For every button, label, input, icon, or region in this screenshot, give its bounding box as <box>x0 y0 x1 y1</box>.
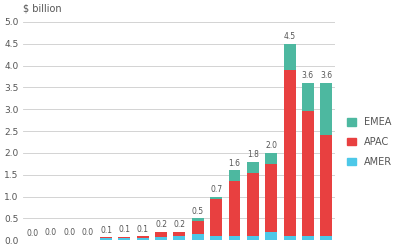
Bar <box>284 44 296 70</box>
Bar <box>118 238 130 240</box>
Text: 1.6: 1.6 <box>228 159 240 168</box>
Bar <box>265 164 277 232</box>
Bar <box>265 153 277 164</box>
Bar <box>192 221 204 234</box>
Text: 0.0: 0.0 <box>26 229 39 238</box>
Text: 2.0: 2.0 <box>265 141 277 150</box>
Bar <box>302 112 314 236</box>
Text: 3.6: 3.6 <box>302 72 314 80</box>
Bar <box>100 238 112 240</box>
Text: 0.7: 0.7 <box>210 185 222 194</box>
Text: 3.6: 3.6 <box>320 72 332 80</box>
Bar <box>192 218 204 221</box>
Bar <box>284 236 296 240</box>
Text: 0.1: 0.1 <box>137 225 149 234</box>
Bar <box>247 236 259 240</box>
Bar <box>137 238 149 240</box>
Bar <box>155 237 167 240</box>
Bar <box>210 197 222 199</box>
Bar <box>137 236 149 238</box>
Bar <box>284 70 296 236</box>
Text: 0.0: 0.0 <box>82 228 94 237</box>
Bar <box>247 162 259 172</box>
Bar <box>210 236 222 240</box>
Bar <box>192 234 204 240</box>
Bar <box>174 236 185 240</box>
Text: 0.2: 0.2 <box>174 220 186 229</box>
Bar <box>320 136 332 236</box>
Legend: EMEA, APAC, AMER: EMEA, APAC, AMER <box>344 114 396 171</box>
Bar <box>320 236 332 240</box>
Text: 0.1: 0.1 <box>118 225 130 234</box>
Bar <box>100 237 112 238</box>
Bar <box>247 172 259 236</box>
Text: $ billion: $ billion <box>24 3 62 13</box>
Bar <box>320 83 332 136</box>
Bar <box>228 170 240 181</box>
Bar <box>228 236 240 240</box>
Text: 0.1: 0.1 <box>100 226 112 235</box>
Text: 0.0: 0.0 <box>45 228 57 237</box>
Bar <box>118 237 130 238</box>
Bar <box>155 232 167 237</box>
Text: 1.8: 1.8 <box>247 150 259 159</box>
Text: 0.2: 0.2 <box>155 220 167 229</box>
Bar <box>228 181 240 236</box>
Bar <box>210 199 222 236</box>
Bar <box>265 232 277 240</box>
Text: 0.5: 0.5 <box>192 207 204 216</box>
Text: 4.5: 4.5 <box>284 32 296 41</box>
Bar <box>302 83 314 112</box>
Bar <box>302 236 314 240</box>
Text: 0.0: 0.0 <box>63 228 75 237</box>
Bar <box>174 232 185 236</box>
